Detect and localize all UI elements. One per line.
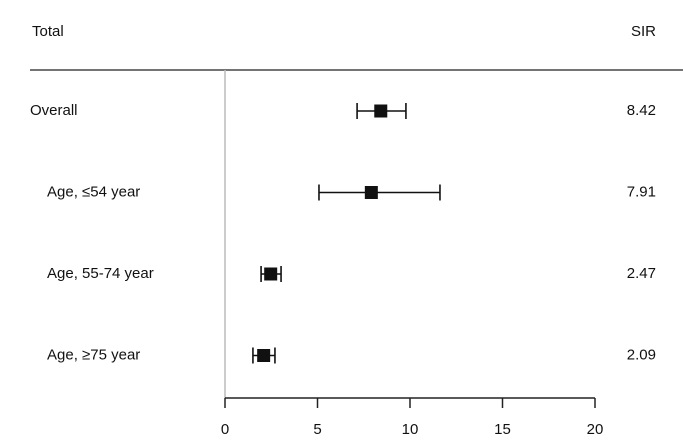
x-tick-label: 20 [587,421,604,438]
point-estimate [374,104,388,118]
x-tick-label: 10 [402,421,419,438]
row-label: Age, ≤54 year [47,183,140,200]
row-header: Total [32,23,64,40]
value-label: 2.47 [627,265,656,282]
value-label: 7.91 [627,183,656,200]
point-estimate [264,267,278,281]
row-label: Overall [30,102,78,119]
value-header: SIR [631,23,656,40]
value-label: 8.42 [627,102,656,119]
x-tick-label: 15 [494,421,511,438]
x-tick-label: 5 [313,421,321,438]
row-label: Age, ≥75 year [47,346,140,363]
point-estimate [364,186,378,199]
row-label: Age, 55-74 year [47,265,154,282]
point-estimate [257,349,271,362]
value-label: 2.09 [627,346,656,363]
x-tick-label: 0 [221,421,229,438]
